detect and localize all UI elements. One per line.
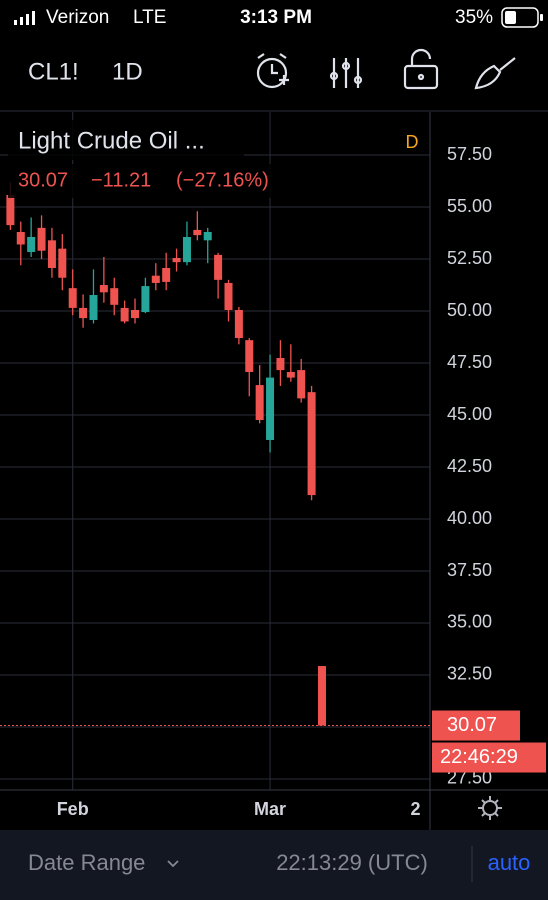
candle-body [172, 257, 181, 263]
last-price-box [432, 710, 520, 741]
countdown-label: 22:46:29 [440, 746, 518, 768]
y-tick-label: 50.00 [447, 300, 492, 320]
y-tick-label: 47.50 [447, 352, 492, 372]
settings-icon[interactable] [478, 796, 502, 820]
y-tick-label: 45.00 [447, 404, 492, 424]
carrier: Verizon [46, 7, 109, 28]
candle-body [120, 307, 129, 322]
candle-body [68, 288, 77, 308]
candle-body [276, 358, 285, 371]
candle-body [27, 236, 36, 252]
candle-body [203, 232, 212, 241]
grid: 57.50 55.00 52.50 50.00 47.50 45.00 42.50 40.00… [0, 112, 492, 819]
candles [6, 182, 326, 726]
candle-body [307, 392, 316, 496]
candle-body [162, 267, 171, 282]
x-tick-label: 2 [410, 799, 420, 819]
candle-body [99, 285, 108, 293]
change: −11.21 [91, 169, 151, 191]
battery-icon [501, 7, 543, 28]
candle-body [16, 232, 25, 245]
interval[interactable]: 1D [112, 58, 143, 85]
y-tick-label: 40.00 [447, 508, 492, 528]
candle-body [89, 295, 98, 320]
candle-body [151, 275, 160, 283]
candle-body [224, 282, 233, 310]
candle-body [182, 236, 191, 263]
symbol[interactable]: CL1! [28, 58, 79, 85]
ohlc-bg [8, 164, 298, 198]
legend-bg [8, 120, 244, 160]
interval-badge: D [406, 132, 419, 152]
x-tick-label: Feb [57, 799, 89, 819]
candle-body [141, 286, 150, 313]
candle-body [286, 371, 295, 378]
candle-body [110, 288, 119, 305]
candle-body [37, 227, 46, 251]
y-tick-label: 27.50 [447, 768, 492, 788]
auto-scale[interactable]: auto [488, 850, 531, 875]
battery-percent: 35% [455, 7, 493, 28]
dropdown-caret [167, 860, 179, 868]
signal-icon [14, 11, 35, 25]
price-overlay: 30.07 22:46:29 [0, 710, 546, 773]
candle-body [6, 194, 15, 226]
date-range[interactable]: Date Range [28, 850, 145, 875]
y-tick-label: 55.00 [447, 196, 492, 216]
countdown-box [432, 742, 546, 773]
candle-body [58, 248, 67, 278]
y-tick-label: 42.50 [447, 456, 492, 476]
y-tick-label: 37.50 [447, 560, 492, 580]
candle-body [255, 385, 264, 421]
chart-title: Light Crude Oil ... [18, 127, 205, 154]
candle-body [47, 240, 56, 268]
footer-bar [0, 830, 548, 900]
candle-body [245, 340, 254, 372]
candle-body [131, 309, 140, 319]
y-tick-label: 32.50 [447, 664, 492, 684]
toolbar-icons[interactable] [256, 48, 516, 90]
y-tick-label: 52.50 [447, 248, 492, 268]
y-tick-label: 35.00 [447, 612, 492, 632]
last-value: 30.07 [18, 169, 68, 191]
candle-body [234, 309, 243, 339]
network: LTE [133, 7, 166, 28]
candle-body [193, 229, 202, 236]
candle-body [317, 666, 326, 726]
x-tick-label: Mar [254, 799, 286, 819]
last-price-label: 30.07 [447, 714, 497, 736]
candle-body [214, 254, 223, 280]
clock: 3:13 PM [240, 7, 312, 28]
y-tick-label: 57.50 [447, 144, 492, 164]
change-percent: (−27.16%) [176, 169, 269, 191]
candle-body [297, 370, 306, 399]
candle-body [266, 377, 275, 440]
candle-body [79, 307, 88, 319]
utc-clock: 22:13:29 (UTC) [276, 850, 428, 875]
